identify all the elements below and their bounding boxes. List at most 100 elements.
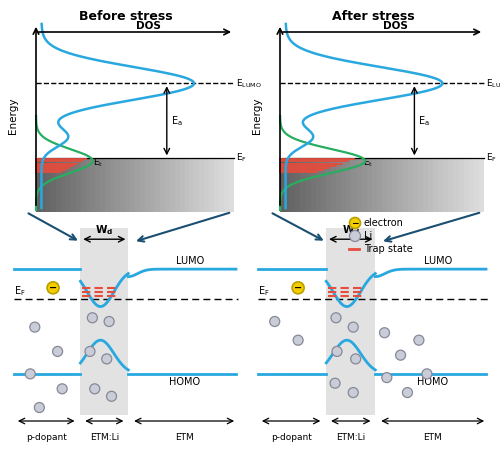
Circle shape xyxy=(350,230,360,241)
Bar xyxy=(356,158,362,212)
Bar xyxy=(392,158,398,212)
Bar xyxy=(280,158,285,212)
Circle shape xyxy=(34,403,44,413)
Bar xyxy=(224,158,229,212)
Bar xyxy=(428,158,433,212)
Bar xyxy=(80,228,128,415)
Bar xyxy=(209,158,214,212)
Bar xyxy=(336,158,341,212)
Bar xyxy=(479,158,484,212)
Bar xyxy=(110,158,115,212)
Bar xyxy=(341,158,346,212)
Text: Li: Li xyxy=(364,231,372,241)
Text: −: − xyxy=(49,283,57,293)
Circle shape xyxy=(396,350,406,360)
Circle shape xyxy=(332,346,342,356)
Bar xyxy=(41,158,46,212)
Bar xyxy=(170,158,174,212)
Bar xyxy=(51,158,56,212)
Bar xyxy=(326,158,331,212)
Bar xyxy=(194,158,200,212)
Bar xyxy=(66,158,70,212)
Bar xyxy=(377,158,382,212)
Circle shape xyxy=(331,313,341,323)
Text: $\mathregular{E_F}$: $\mathregular{E_F}$ xyxy=(258,284,270,298)
Text: p-dopant: p-dopant xyxy=(270,433,312,442)
Text: ETM:Li: ETM:Li xyxy=(90,433,119,442)
Text: $\mathregular{E_t}$: $\mathregular{E_t}$ xyxy=(94,156,104,169)
Text: HOMO: HOMO xyxy=(168,377,200,387)
Text: After stress: After stress xyxy=(332,10,414,23)
Text: HOMO: HOMO xyxy=(417,377,448,387)
Bar xyxy=(150,158,155,212)
Circle shape xyxy=(350,217,360,229)
Text: LUMO: LUMO xyxy=(176,256,204,266)
Bar xyxy=(56,158,61,212)
Bar xyxy=(331,158,336,212)
Bar xyxy=(306,158,310,212)
Bar xyxy=(362,158,366,212)
Circle shape xyxy=(402,387,412,398)
Circle shape xyxy=(382,373,392,382)
Circle shape xyxy=(380,328,390,338)
Circle shape xyxy=(414,335,424,345)
Text: $\mathregular{W_d}$: $\mathregular{W_d}$ xyxy=(342,223,360,237)
Bar xyxy=(366,158,372,212)
Bar xyxy=(125,158,130,212)
Bar xyxy=(36,158,41,212)
Circle shape xyxy=(106,391,117,401)
Text: Trap state: Trap state xyxy=(364,244,413,254)
Bar xyxy=(96,158,100,212)
Bar xyxy=(433,158,438,212)
Text: Energy: Energy xyxy=(252,98,262,134)
Bar xyxy=(120,158,125,212)
Bar xyxy=(184,158,190,212)
Text: $\mathregular{E_a}$: $\mathregular{E_a}$ xyxy=(418,114,430,128)
Circle shape xyxy=(350,354,360,364)
Text: LUMO: LUMO xyxy=(424,256,452,266)
Text: $\mathregular{E_a}$: $\mathregular{E_a}$ xyxy=(171,114,182,128)
Circle shape xyxy=(102,354,112,364)
Bar xyxy=(204,158,209,212)
Bar xyxy=(382,158,387,212)
Bar xyxy=(285,158,290,212)
Bar xyxy=(190,158,194,212)
Bar xyxy=(70,158,76,212)
Text: $\mathregular{E_F}$: $\mathregular{E_F}$ xyxy=(14,284,26,298)
Bar xyxy=(408,158,412,212)
Bar xyxy=(454,158,458,212)
Circle shape xyxy=(348,387,358,398)
Text: $\mathregular{E_F}$: $\mathregular{E_F}$ xyxy=(486,152,497,165)
Text: electron: electron xyxy=(364,218,404,228)
Bar xyxy=(474,158,479,212)
Text: Energy: Energy xyxy=(8,98,18,134)
Text: $\mathregular{W_d}$: $\mathregular{W_d}$ xyxy=(96,223,114,237)
Bar xyxy=(200,158,204,212)
Bar xyxy=(352,158,356,212)
Text: $\mathregular{E_{LUMO}}$: $\mathregular{E_{LUMO}}$ xyxy=(236,77,262,90)
Bar xyxy=(290,158,296,212)
Text: −: − xyxy=(351,219,359,228)
Bar xyxy=(140,158,145,212)
Bar xyxy=(438,158,443,212)
Circle shape xyxy=(348,322,358,332)
Bar xyxy=(100,158,105,212)
Circle shape xyxy=(30,322,40,332)
Circle shape xyxy=(25,369,35,379)
Bar xyxy=(61,158,66,212)
Text: DOS: DOS xyxy=(136,21,160,31)
Bar xyxy=(458,158,464,212)
Bar xyxy=(300,158,306,212)
Text: DOS: DOS xyxy=(382,21,407,31)
Text: $\mathregular{E_t}$: $\mathregular{E_t}$ xyxy=(364,156,374,169)
Text: −: − xyxy=(294,283,302,293)
Bar xyxy=(219,158,224,212)
Bar xyxy=(321,158,326,212)
Bar xyxy=(155,158,160,212)
Bar xyxy=(145,158,150,212)
Bar xyxy=(180,158,184,212)
Circle shape xyxy=(293,335,303,345)
Circle shape xyxy=(104,317,114,327)
Bar xyxy=(423,158,428,212)
Bar xyxy=(468,158,474,212)
